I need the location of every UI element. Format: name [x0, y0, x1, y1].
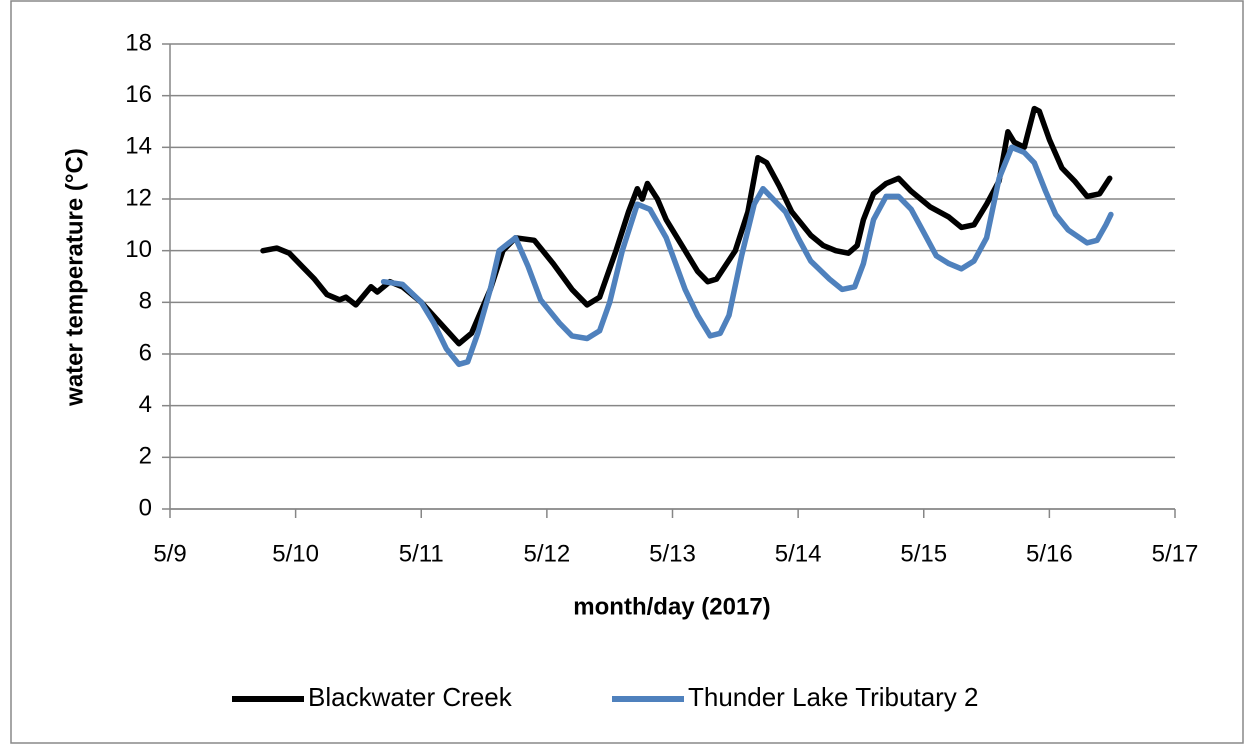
x-tick-label: 5/17 [1152, 540, 1199, 567]
y-tick-label: 18 [125, 29, 152, 56]
x-axis-title: month/day (2017) [573, 593, 770, 620]
y-tick-label: 16 [125, 81, 152, 108]
y-tick-label: 0 [139, 494, 152, 521]
x-tick-label: 5/13 [649, 540, 696, 567]
x-tick-label: 5/11 [399, 540, 444, 567]
y-tick-label: 4 [139, 391, 152, 418]
legend-label: Thunder Lake Tributary 2 [688, 682, 979, 712]
y-tick-label: 10 [125, 236, 152, 263]
y-tick-label: 2 [139, 443, 152, 470]
y-tick-label: 6 [139, 339, 152, 366]
x-tick-label: 5/16 [1026, 540, 1073, 567]
y-tick-label: 14 [125, 133, 152, 160]
series-line [380, 144, 1114, 368]
y-tick-label: 12 [125, 184, 152, 211]
chart-border [10, 0, 1244, 744]
x-tick-label: 5/15 [900, 540, 947, 567]
y-axis-title: water temperature (°C) [61, 148, 88, 407]
x-tick-label: 5/9 [153, 540, 186, 567]
legend-label: Blackwater Creek [308, 682, 513, 712]
x-tick-label: 5/10 [272, 540, 319, 567]
x-tick-label: 5/14 [775, 540, 822, 567]
y-tick-label: 8 [139, 288, 152, 315]
x-tick-label: 5/12 [524, 540, 571, 567]
